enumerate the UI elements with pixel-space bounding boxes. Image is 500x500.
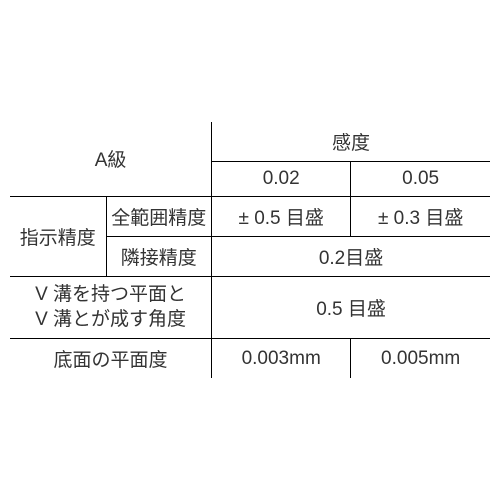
table-row: 指示精度 全範囲精度 ± 0.5 目盛 ± 0.3 目盛 [10, 196, 490, 236]
grade-header: A級 [10, 122, 212, 197]
full-range-label: 全範囲精度 [106, 196, 212, 236]
bottom-flatness-value-0: 0.003mm [212, 339, 351, 379]
indication-accuracy-label: 指示精度 [10, 196, 106, 276]
bottom-flatness-label: 底面の平面度 [10, 339, 212, 379]
sensitivity-value-0: 0.02 [212, 161, 351, 196]
adjacent-value: 0.2目盛 [212, 236, 490, 276]
sensitivity-value-1: 0.05 [351, 161, 490, 196]
bottom-flatness-value-1: 0.005mm [351, 339, 490, 379]
v-groove-angle-label: V 溝を持つ平面と V 溝とが成す角度 [10, 276, 212, 338]
table-row: 底面の平面度 0.003mm 0.005mm [10, 339, 490, 379]
table-row: V 溝を持つ平面と V 溝とが成す角度 0.5 目盛 [10, 276, 490, 338]
adjacent-label: 隣接精度 [106, 236, 212, 276]
full-range-value-0: ± 0.5 目盛 [212, 196, 351, 236]
v-groove-angle-value: 0.5 目盛 [212, 276, 490, 338]
spec-table-wrapper: A級 感度 0.02 0.05 指示精度 全範囲精度 ± 0.5 目盛 ± 0.… [10, 122, 490, 378]
spec-table: A級 感度 0.02 0.05 指示精度 全範囲精度 ± 0.5 目盛 ± 0.… [10, 122, 490, 378]
full-range-value-1: ± 0.3 目盛 [351, 196, 490, 236]
sensitivity-header: 感度 [212, 122, 490, 162]
table-row: A級 感度 [10, 122, 490, 162]
